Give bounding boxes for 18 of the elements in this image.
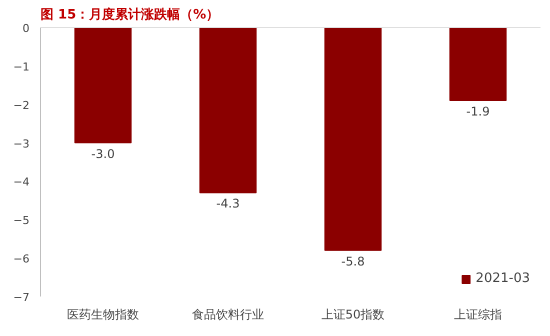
y-tick-label: −6 (13, 252, 30, 266)
legend-label: 2021-03 (476, 271, 530, 286)
x-tick-label: 上证综指 (454, 308, 502, 322)
text: -4.3 (216, 196, 240, 211)
x-tick-label: 上证50指数 (321, 308, 385, 322)
y-tick-label: 0 (22, 22, 30, 35)
y-tick-label: −3 (13, 137, 30, 150)
y-tick-label: −2 (13, 98, 30, 112)
text: -5.8 (341, 254, 365, 268)
y-tick-label: −5 (13, 214, 30, 228)
text: -3.0 (91, 146, 115, 161)
text: -1.9 (466, 104, 490, 119)
y-tick-label: −7 (13, 291, 30, 304)
x-tick-label: 食品饮料行业 (192, 308, 264, 322)
y-tick-label: −1 (13, 60, 30, 74)
x-tick-label: 医药生物指数 (67, 308, 139, 322)
chart-title: 图 15：月度累计涨跌幅（%） (40, 6, 220, 22)
y-tick-label: −4 (13, 176, 30, 189)
